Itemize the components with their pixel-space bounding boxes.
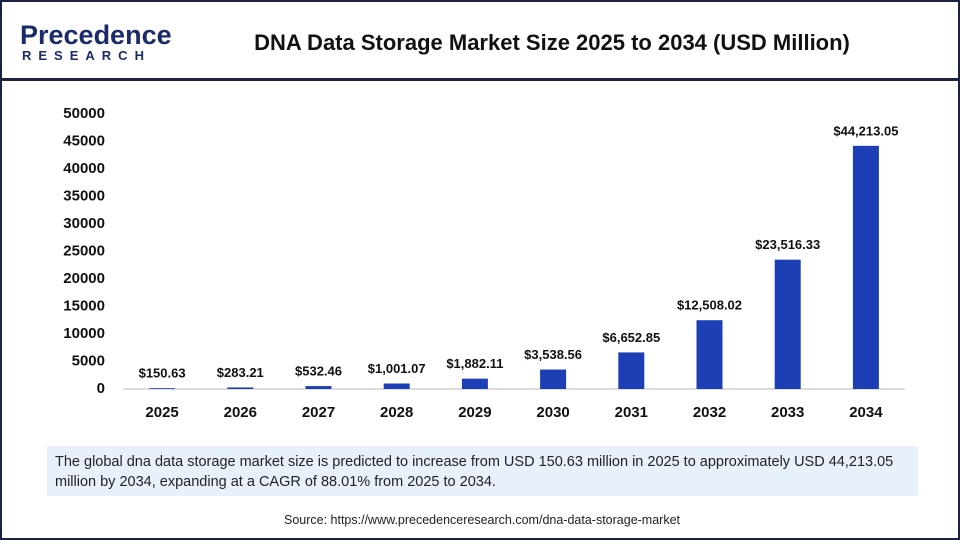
x-tick-label: 2025 xyxy=(145,404,178,421)
value-label: $532.46 xyxy=(295,364,342,379)
bar xyxy=(540,369,567,389)
x-tick-label: 2031 xyxy=(615,404,648,421)
logo-name: Precedence xyxy=(20,20,172,50)
x-tick-label: 2034 xyxy=(849,404,883,421)
chart: 0 5000 10000 15000 20000 25000 30000 35000 40000… xyxy=(63,105,905,421)
bar xyxy=(852,145,879,389)
value-label: $1,001.07 xyxy=(368,361,426,376)
y-tick-label: 50000 xyxy=(63,105,105,122)
bar xyxy=(774,259,801,389)
chart-title: DNA Data Storage Market Size 2025 to 203… xyxy=(254,30,850,55)
header-separator xyxy=(2,78,958,81)
value-label: $150.63 xyxy=(139,366,186,381)
value-label: $6,652.85 xyxy=(602,330,660,345)
y-tick-label: 0 xyxy=(97,380,105,397)
source: Source: https://www.precedenceresearch.c… xyxy=(283,513,681,527)
value-label: $12,508.02 xyxy=(677,298,742,313)
bar xyxy=(305,386,332,389)
y-tick-label: 35000 xyxy=(63,187,105,204)
x-tick-label: 2026 xyxy=(224,404,257,421)
value-label: $1,882.11 xyxy=(446,356,503,371)
y-tick-label: 20000 xyxy=(63,270,105,287)
y-tick-label: 25000 xyxy=(63,242,105,259)
value-label: $23,516.33 xyxy=(755,237,820,252)
x-tick-label: 2028 xyxy=(380,404,413,421)
x-tick-label: 2027 xyxy=(302,404,335,421)
bar xyxy=(149,388,176,389)
value-label: $44,213.05 xyxy=(833,123,898,138)
bar xyxy=(696,320,723,389)
logo-tagline: RESEARCH xyxy=(22,48,151,63)
value-label: $283.21 xyxy=(217,365,264,380)
y-tick-label: 40000 xyxy=(63,160,105,177)
description: The global dna data storage market size … xyxy=(47,446,918,496)
bar xyxy=(618,352,645,389)
bar xyxy=(227,387,254,389)
x-tick-label: 2032 xyxy=(693,404,726,421)
x-tick-label: 2030 xyxy=(536,404,569,421)
y-tick-label: 30000 xyxy=(63,215,105,232)
y-tick-label: 5000 xyxy=(72,352,105,369)
x-tick-label: 2033 xyxy=(771,404,804,421)
y-tick-label: 10000 xyxy=(63,325,105,342)
value-label: $3,538.56 xyxy=(524,347,582,362)
bar xyxy=(461,378,488,389)
y-tick-label: 45000 xyxy=(63,132,105,149)
x-tick-label: 2029 xyxy=(458,404,491,421)
bar xyxy=(383,383,410,389)
y-tick-label: 15000 xyxy=(63,297,105,314)
